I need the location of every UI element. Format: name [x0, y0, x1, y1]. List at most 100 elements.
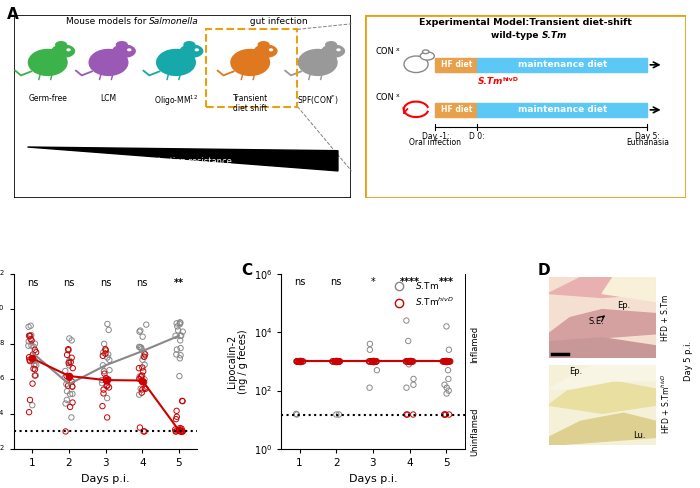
Text: Euthanasia: Euthanasia: [626, 138, 669, 147]
Point: [102, 382, 113, 389]
Point: [370, 358, 382, 366]
Ellipse shape: [404, 56, 428, 73]
Point: [176, 425, 187, 432]
Point: [177, 397, 188, 405]
Point: [134, 326, 146, 334]
Text: Mouse models for: Mouse models for: [66, 18, 149, 26]
Point: [174, 337, 186, 345]
Point: [334, 358, 345, 366]
Point: [441, 358, 452, 366]
Point: [402, 358, 413, 366]
Point: [439, 410, 450, 418]
Point: [364, 340, 375, 348]
Ellipse shape: [157, 49, 195, 75]
Point: [444, 358, 456, 366]
Point: [366, 358, 377, 366]
Point: [60, 427, 71, 435]
Point: [364, 358, 375, 366]
Point: [98, 386, 109, 393]
Point: [402, 358, 414, 366]
Point: [172, 413, 183, 421]
Point: [363, 358, 374, 366]
Point: [439, 358, 450, 366]
Point: [400, 358, 412, 366]
Text: Transient
diet shift: Transient diet shift: [232, 94, 268, 113]
Point: [441, 389, 452, 397]
Point: [171, 350, 182, 358]
Circle shape: [254, 45, 277, 57]
Point: [134, 343, 145, 351]
Point: [140, 385, 151, 393]
Point: [296, 358, 307, 366]
Point: [139, 384, 150, 392]
Text: HF diet: HF diet: [440, 105, 472, 114]
Point: [101, 382, 112, 390]
Point: [171, 415, 182, 423]
Point: [24, 332, 35, 340]
Point: [63, 346, 74, 354]
Point: [28, 343, 39, 350]
Point: [405, 358, 416, 366]
Point: [440, 358, 451, 366]
Point: [64, 403, 76, 411]
Circle shape: [420, 52, 435, 60]
Point: [367, 358, 378, 366]
Point: [97, 379, 108, 387]
Point: [402, 337, 414, 345]
Point: [443, 386, 454, 394]
Point: [328, 358, 339, 366]
Point: [407, 358, 419, 366]
Text: hivD: hivD: [503, 78, 519, 82]
Point: [370, 358, 382, 366]
Point: [103, 350, 114, 358]
Point: [26, 342, 37, 349]
Point: [175, 351, 186, 359]
Circle shape: [195, 49, 198, 51]
Ellipse shape: [29, 49, 67, 75]
Point: [177, 427, 188, 435]
Text: maintenance diet: maintenance diet: [517, 105, 607, 114]
Point: [293, 358, 304, 366]
Point: [295, 358, 307, 366]
Point: [444, 358, 455, 366]
X-axis label: Days p.i.: Days p.i.: [81, 473, 130, 484]
Point: [137, 356, 148, 364]
FancyBboxPatch shape: [477, 103, 648, 117]
FancyBboxPatch shape: [435, 103, 477, 117]
Point: [295, 358, 307, 366]
Point: [25, 396, 36, 404]
Text: Day -1:: Day -1:: [421, 132, 449, 142]
Point: [371, 358, 382, 366]
Text: S.Tm: S.Tm: [477, 77, 503, 86]
Point: [327, 358, 338, 366]
Point: [444, 358, 456, 366]
Point: [98, 389, 109, 397]
Text: S.Tm: S.Tm: [541, 31, 567, 41]
Point: [330, 358, 341, 366]
Point: [175, 344, 186, 352]
Point: [177, 427, 188, 435]
Ellipse shape: [89, 49, 128, 75]
Point: [174, 424, 186, 432]
Point: [402, 410, 413, 418]
Point: [404, 358, 415, 366]
Point: [443, 358, 454, 366]
Point: [136, 389, 148, 397]
Point: [367, 358, 378, 366]
Point: [402, 358, 414, 366]
Point: [97, 402, 108, 410]
Point: [298, 358, 309, 366]
Point: [292, 358, 303, 366]
Point: [27, 380, 38, 387]
Point: [65, 358, 76, 366]
Point: [401, 410, 412, 418]
Point: [407, 410, 419, 418]
Point: [370, 358, 382, 366]
Point: [403, 361, 414, 368]
Text: ****: ****: [400, 277, 419, 287]
Text: Oral infection: Oral infection: [410, 138, 461, 147]
Point: [370, 358, 382, 366]
Point: [99, 367, 110, 375]
Point: [364, 384, 375, 391]
Point: [136, 386, 148, 393]
